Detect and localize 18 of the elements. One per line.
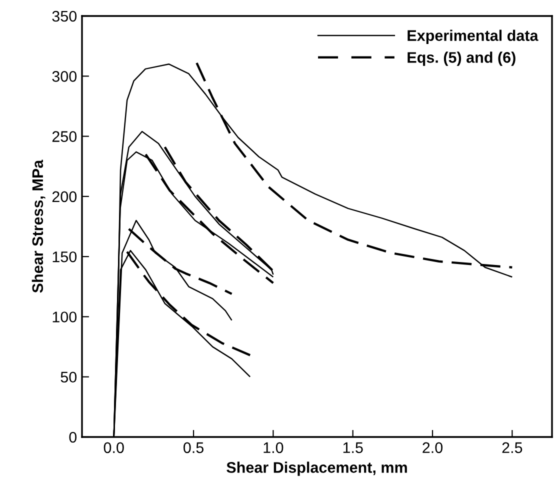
y-axis-title: Shear Stress, MPa: [32, 160, 46, 293]
legend-label: Eqs. (5) and (6): [408, 52, 516, 66]
y-tick-label: 300: [52, 71, 77, 82]
y-tick-label: 150: [52, 251, 77, 262]
y-tick-label: 250: [52, 131, 77, 142]
y-tick-label: 100: [52, 312, 77, 322]
x-tick-label: 0.5: [184, 442, 204, 454]
y-tick-label: 200: [52, 191, 77, 202]
x-axis-title: Shear Displacement, mm: [226, 462, 407, 476]
x-tick-label: 2.5: [502, 442, 522, 454]
x-tick-label: 1.5: [343, 442, 363, 454]
legend-label: Experimental data: [408, 30, 538, 44]
y-tick-label: 0: [69, 432, 77, 443]
y-tick-label: 350: [52, 10, 77, 22]
y-tick-label: 50: [60, 372, 77, 383]
x-tick-label: 0.0: [104, 442, 124, 454]
x-tick-label: 2.0: [422, 442, 443, 454]
x-tick-label: 1.0: [264, 442, 284, 454]
